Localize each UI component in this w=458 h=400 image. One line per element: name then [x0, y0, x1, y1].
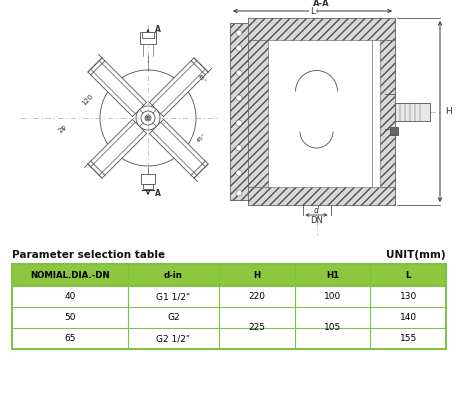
- Bar: [12, 328, 446, 349]
- Bar: [12, 264, 446, 286]
- Bar: [248, 187, 395, 205]
- Text: H: H: [445, 107, 452, 116]
- Text: 2φ: 2φ: [58, 123, 68, 134]
- Polygon shape: [88, 120, 147, 178]
- Text: 220: 220: [248, 292, 265, 301]
- Polygon shape: [149, 120, 208, 178]
- Polygon shape: [395, 102, 430, 120]
- Text: H: H: [253, 270, 260, 280]
- Text: G2 1/2": G2 1/2": [157, 334, 191, 343]
- Bar: [248, 18, 395, 40]
- FancyBboxPatch shape: [143, 184, 153, 189]
- Bar: [12, 286, 446, 307]
- Text: d-in: d-in: [164, 270, 183, 280]
- Circle shape: [236, 120, 242, 126]
- Bar: [248, 40, 268, 187]
- Text: 105: 105: [324, 324, 341, 332]
- Circle shape: [236, 30, 242, 36]
- Text: UNIT(mm): UNIT(mm): [387, 250, 446, 260]
- Bar: [12, 307, 446, 328]
- Text: 65: 65: [64, 334, 76, 343]
- Bar: [380, 40, 395, 187]
- Circle shape: [236, 70, 242, 76]
- Text: NOMIAL.DIA.-DN: NOMIAL.DIA.-DN: [30, 270, 110, 280]
- Polygon shape: [149, 58, 208, 116]
- Circle shape: [236, 145, 242, 151]
- Text: 45°: 45°: [196, 73, 207, 84]
- Text: H1: H1: [326, 270, 339, 280]
- Text: 140: 140: [399, 313, 417, 322]
- Text: A-A: A-A: [313, 0, 330, 8]
- Text: L: L: [310, 6, 315, 16]
- Circle shape: [146, 116, 150, 120]
- Circle shape: [236, 170, 242, 176]
- Circle shape: [236, 190, 242, 196]
- Text: G1 1/2": G1 1/2": [157, 292, 191, 301]
- Text: 120: 120: [81, 93, 95, 107]
- Bar: [12, 264, 446, 349]
- Bar: [230, 23, 248, 200]
- Text: 50: 50: [64, 313, 76, 322]
- Text: A: A: [155, 190, 161, 198]
- FancyBboxPatch shape: [142, 32, 154, 38]
- Circle shape: [236, 95, 242, 101]
- Text: Parameter selection table: Parameter selection table: [12, 250, 165, 260]
- Text: L: L: [405, 270, 411, 280]
- Text: 225: 225: [248, 324, 265, 332]
- Polygon shape: [390, 126, 398, 134]
- Text: 45°: 45°: [196, 133, 207, 144]
- Text: 155: 155: [399, 334, 417, 343]
- FancyBboxPatch shape: [140, 32, 156, 44]
- Text: 100: 100: [324, 292, 341, 301]
- Text: d: d: [314, 206, 319, 215]
- Text: A: A: [155, 26, 161, 34]
- Text: DN: DN: [310, 216, 323, 225]
- FancyBboxPatch shape: [141, 174, 155, 184]
- Text: 40: 40: [64, 292, 76, 301]
- Circle shape: [236, 45, 242, 51]
- Polygon shape: [268, 40, 380, 187]
- Text: 130: 130: [399, 292, 417, 301]
- Text: G2: G2: [167, 313, 180, 322]
- Polygon shape: [88, 58, 147, 116]
